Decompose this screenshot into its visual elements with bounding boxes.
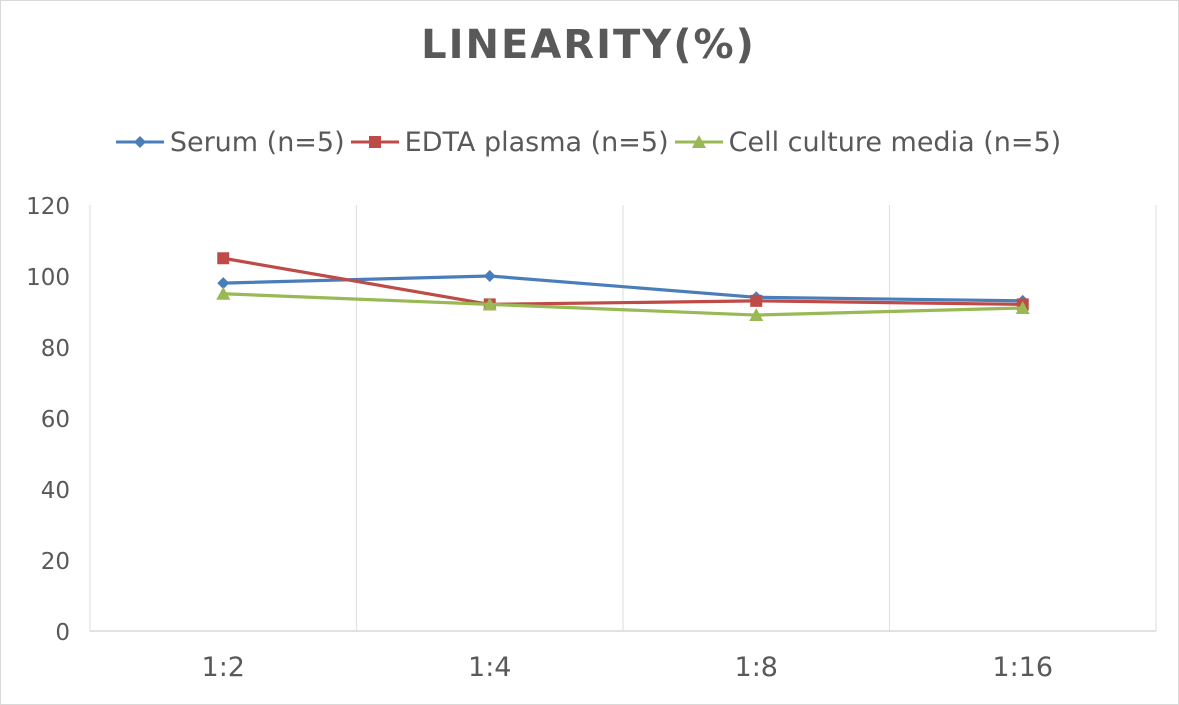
legend-swatch-cell-culture-media: [674, 135, 723, 148]
y-tick-label: 60: [41, 407, 70, 433]
y-tick-label: 120: [26, 194, 70, 220]
data-point-cell-culture-media: [1015, 300, 1030, 314]
y-tick-label: 100: [26, 265, 70, 291]
data-point-serum: [217, 277, 230, 290]
y-tick-label: 20: [41, 549, 70, 575]
legend-label-cell-culture-media: Cell culture media (n=5): [728, 126, 1062, 158]
series-line-edta-plasma: [221, 256, 1025, 306]
legend-label-serum: Serum (n=5): [169, 126, 345, 158]
data-point-cell-culture-media: [216, 286, 231, 300]
y-tick-label: 40: [41, 478, 70, 504]
y-tick-label: 0: [55, 620, 70, 646]
data-point-serum: [483, 270, 496, 282]
legend-item-serum: Serum (n=5): [115, 126, 345, 158]
legend-item-cell-culture-media: Cell culture media (n=5): [674, 126, 1062, 158]
chart-legend: Serum (n=5) EDTA plasma (n=5) Cell cultu…: [0, 120, 1177, 164]
legend-label-edta-plasma: EDTA plasma (n=5): [404, 126, 669, 158]
x-tick-label: 1:8: [735, 652, 778, 683]
x-tick-label: 1:16: [992, 652, 1053, 683]
data-point-edta-plasma: [217, 252, 230, 265]
x-tick-label: 1:2: [202, 652, 245, 683]
series-line-serum: [221, 274, 1025, 303]
chart-title: LINEARITY(%): [421, 22, 756, 68]
x-tick-label: 1:4: [468, 652, 511, 683]
data-point-edta-plasma: [750, 294, 763, 307]
legend-swatch-edta-plasma: [350, 136, 399, 148]
data-point-cell-culture-media: [482, 297, 497, 311]
legend-item-edta-plasma: EDTA plasma (n=5): [350, 126, 669, 158]
data-point-cell-culture-media: [749, 308, 764, 322]
legend-swatch-serum: [115, 136, 164, 148]
y-tick-label: 80: [41, 336, 70, 362]
series-line-cell-culture-media: [221, 292, 1025, 317]
